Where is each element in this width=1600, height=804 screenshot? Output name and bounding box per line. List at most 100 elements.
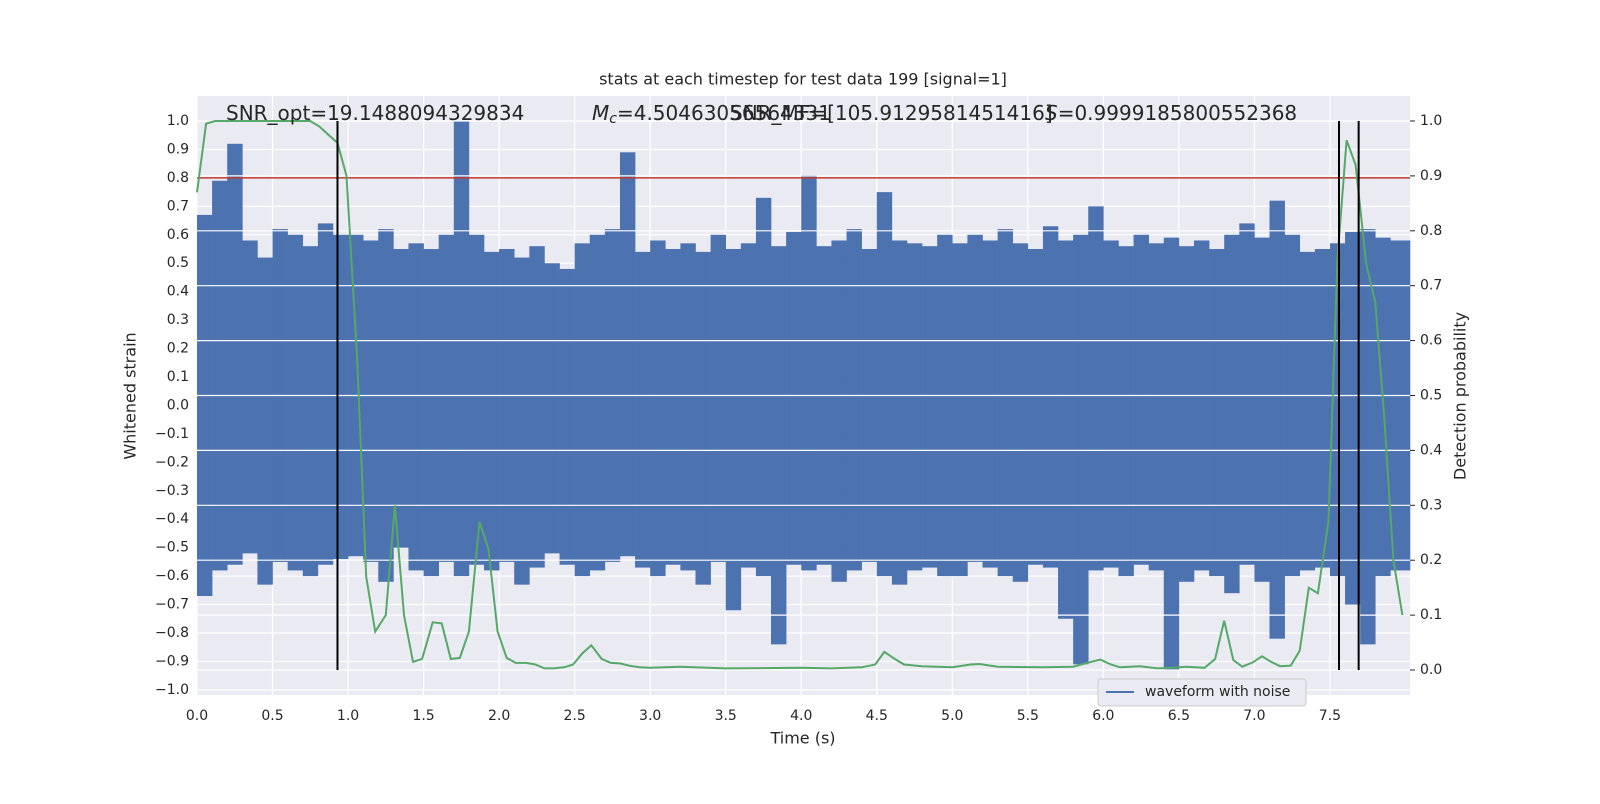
waveform-bin	[906, 243, 923, 571]
y2-tick-label: 0.4	[1420, 442, 1442, 458]
y-axis-label: Whitened strain	[121, 332, 140, 459]
waveform-bin	[891, 240, 908, 585]
x-tick-label: 2.5	[564, 708, 586, 724]
y-tick-label: −0.1	[155, 426, 189, 442]
waveform-bin	[997, 229, 1014, 577]
chart-title: stats at each timestep for test data 199…	[599, 70, 1007, 89]
x-tick-label: 1.0	[337, 708, 359, 724]
y2-tick-label: 0.1	[1420, 607, 1442, 623]
y2-tick-label: 0.8	[1420, 223, 1442, 239]
annotation-symbol: M	[592, 101, 609, 125]
waveform-bin	[589, 234, 606, 571]
waveform-bin	[952, 243, 968, 577]
y-tick-label: 0.2	[167, 341, 189, 357]
waveform-bin	[484, 251, 500, 571]
y-tick-label: −0.9	[155, 653, 189, 669]
x-tick-label: 3.5	[715, 708, 737, 724]
waveform-bin	[1314, 249, 1331, 568]
waveform-bin	[1088, 206, 1104, 571]
y-tick-label: 0.9	[167, 141, 189, 157]
x-tick-label: 5.0	[941, 708, 963, 724]
waveform-bin	[982, 240, 998, 568]
waveform-bin	[423, 249, 439, 577]
x-tick-label: 6.0	[1092, 708, 1114, 724]
waveform-bin	[801, 175, 817, 571]
waveform-bin	[816, 246, 832, 565]
waveform-bin	[619, 152, 636, 557]
waveform-bin	[393, 249, 409, 548]
y-tick-label: −0.7	[155, 597, 189, 613]
waveform-bin	[831, 240, 847, 582]
annotation-text: SNR_MF=[105.9129581451416]	[730, 101, 1053, 125]
waveform-bin	[1299, 251, 1316, 571]
waveform-bin	[468, 234, 485, 565]
waveform-bin	[725, 249, 742, 611]
y-tick-label: −0.4	[155, 511, 189, 527]
y2-axis-label: Detection probability	[1451, 312, 1470, 480]
x-tick-label: 7.0	[1243, 708, 1265, 724]
waveform-bin	[1209, 249, 1225, 577]
waveform-bin	[710, 234, 727, 562]
waveform-bin	[1360, 229, 1376, 645]
legend-label: waveform with noise	[1145, 684, 1290, 700]
y-tick-label: 0.4	[167, 284, 189, 300]
y-tick-label: −1.0	[155, 682, 189, 698]
waveform-bin	[1193, 240, 1210, 571]
y2-tick-label: 0.3	[1420, 497, 1442, 513]
waveform-bin	[212, 180, 228, 571]
waveform-bin	[332, 234, 349, 560]
waveform-bin	[1390, 240, 1411, 571]
waveform-bin	[846, 229, 862, 571]
y-tick-label: −0.3	[155, 483, 189, 499]
waveform-bin	[1073, 234, 1089, 665]
waveform-bin	[755, 197, 772, 577]
annotation: Mc=4.50463056564331	[592, 101, 831, 128]
waveform-bin	[876, 192, 893, 577]
waveform-bin	[937, 234, 953, 577]
y2-tick-label: 0.9	[1420, 168, 1442, 184]
waveform-bin	[514, 257, 530, 585]
waveform-bin	[559, 268, 575, 565]
x-tick-label: 0.0	[186, 708, 208, 724]
annotation: SNR_MF=[105.9129581451416]	[730, 101, 1053, 125]
waveform-bin	[1269, 200, 1285, 639]
x-tick-label: 3.0	[639, 708, 661, 724]
y-tick-label: −0.2	[155, 454, 189, 470]
waveform-bin	[499, 249, 515, 562]
y2-tick-label: 0.5	[1420, 388, 1442, 404]
annotation-text: =0.9999185800552368	[1058, 101, 1297, 125]
y-tick-label: −0.8	[155, 625, 189, 641]
x-axis-label: Time (s)	[769, 729, 835, 748]
waveform-bin	[665, 249, 681, 565]
annotation-subscript: c	[609, 111, 617, 127]
y2-tick-label: 0.0	[1420, 662, 1442, 678]
y-tick-label: −0.5	[155, 540, 189, 556]
y-tick-label: 0.1	[167, 369, 189, 385]
waveform-bin	[967, 234, 983, 562]
waveform-bin	[197, 214, 213, 597]
waveform-bin	[1103, 240, 1119, 568]
waveform-bin	[363, 240, 379, 562]
waveform-bin	[529, 246, 545, 568]
annotation: S=0.9999185800552368	[1045, 101, 1297, 125]
waveform-bin	[740, 243, 757, 568]
waveform-bin	[680, 243, 696, 571]
waveform-bin	[1042, 226, 1059, 568]
waveform-bin	[378, 229, 394, 582]
waveform-bin	[1148, 243, 1165, 571]
y-tick-label: −0.6	[155, 568, 189, 584]
x-tick-label: 1.5	[412, 708, 434, 724]
y2-tick-label: 0.6	[1420, 333, 1442, 349]
annotation-text: =4.50463056564331	[617, 101, 831, 125]
waveform-bin	[786, 231, 802, 565]
waveform-bin	[1012, 243, 1029, 582]
legend: waveform with noise	[1097, 678, 1307, 707]
y-tick-label: 0.7	[167, 198, 189, 214]
x-tick-label: 0.5	[261, 708, 283, 724]
y-tick-label: 0.0	[167, 397, 189, 413]
annotation-symbol: S	[1045, 101, 1058, 125]
waveform-bin	[635, 251, 651, 568]
y-tick-label: 0.6	[167, 227, 189, 243]
